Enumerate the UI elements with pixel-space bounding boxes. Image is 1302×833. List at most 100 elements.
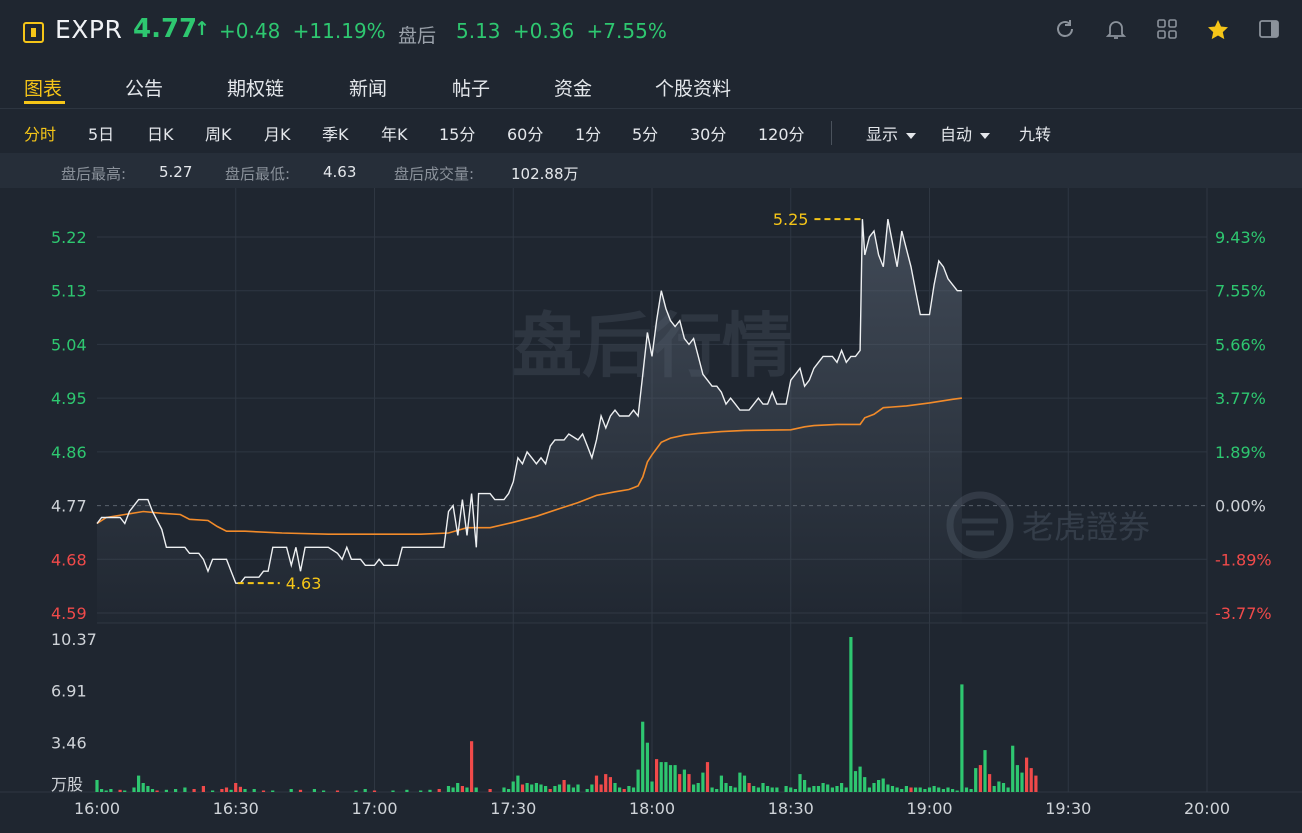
- volume-bar: [363, 789, 367, 792]
- period-1min[interactable]: 1分: [575, 125, 602, 144]
- volume-bar: [900, 789, 904, 792]
- volume-bar: [474, 787, 478, 792]
- period-15min[interactable]: 15分: [439, 125, 476, 144]
- period-120min[interactable]: 120分: [758, 125, 805, 144]
- volume-bar: [372, 790, 377, 792]
- volume-bar: [816, 786, 821, 792]
- period-5min[interactable]: 5分: [632, 125, 659, 144]
- volume-bar: [511, 781, 515, 792]
- percent-tick-label: 1.89%: [1215, 443, 1266, 462]
- bell-icon[interactable]: [1103, 18, 1129, 44]
- period-monthly[interactable]: 月K: [264, 125, 291, 144]
- tab-chart[interactable]: 图表: [24, 78, 63, 100]
- change-percent: +11.19%: [292, 19, 386, 43]
- afterhours-stats: 盘后最高: 5.27 盘后最低: 4.63 盘后成交量: 102.88万: [0, 153, 1302, 188]
- price-area: [97, 219, 962, 623]
- volume-value: 102.88万: [511, 165, 579, 183]
- y-tick-label: 4.95: [51, 389, 87, 408]
- volume-bar: [539, 784, 543, 792]
- volume-bar: [960, 684, 964, 792]
- volume-bar: [983, 750, 987, 792]
- volume-bar: [507, 789, 511, 792]
- volume-bar: [201, 786, 205, 792]
- tab-profile[interactable]: 个股资料: [655, 78, 732, 100]
- volume-bar: [618, 787, 622, 792]
- volume-bar: [733, 787, 737, 792]
- volume-bar: [544, 786, 548, 792]
- volume-bar: [456, 783, 460, 792]
- star-icon[interactable]: [1205, 18, 1231, 44]
- x-tick-label: 20:00: [1184, 799, 1230, 818]
- volume-bar: [183, 787, 187, 792]
- volume-bar: [849, 637, 853, 792]
- x-tick-label: 18:00: [629, 799, 675, 818]
- chart-canvas[interactable]: 盘后行情 老虎證券 16:00 16:30 17:00 17:30 18:00 18:30…: [0, 188, 1302, 833]
- volume-bar: [571, 787, 575, 792]
- volume-bar: [687, 774, 691, 792]
- volume-bar: [354, 790, 358, 792]
- x-tick-label: 16:00: [74, 799, 120, 818]
- volume-bar: [1015, 765, 1019, 792]
- volume-bar: [534, 783, 538, 792]
- volume-bar: [123, 790, 127, 792]
- volume-bar: [918, 787, 922, 792]
- volume-bar: [770, 787, 774, 792]
- low-value: 4.63: [323, 163, 357, 181]
- period-intraday[interactable]: 分时: [24, 125, 57, 144]
- tab-capital[interactable]: 资金: [554, 78, 593, 100]
- tab-news[interactable]: 新闻: [349, 78, 388, 100]
- volume-bar: [238, 786, 242, 792]
- volume-bar: [705, 762, 710, 792]
- volume-bar: [747, 783, 751, 792]
- volume-bar: [886, 784, 890, 792]
- display-dropdown[interactable]: 显示: [866, 121, 917, 145]
- tab-options-chain[interactable]: 期权链: [227, 78, 285, 100]
- auto-dropdown[interactable]: 自动: [940, 121, 991, 145]
- volume-bar: [992, 786, 996, 792]
- volume-bar: [872, 783, 876, 792]
- volume-bar: [525, 783, 529, 792]
- watermark-brand: 老虎證券: [1022, 508, 1150, 546]
- volume-bar: [95, 780, 99, 792]
- tab-posts[interactable]: 帖子: [452, 78, 491, 100]
- period-daily[interactable]: 日K: [147, 125, 174, 144]
- y-tick-label: 4.77: [51, 497, 87, 516]
- volume-bar: [803, 780, 807, 792]
- volume-bar: [460, 786, 464, 792]
- tab-announcements[interactable]: 公告: [125, 78, 164, 100]
- chart-annotations: 5.25 4.63: [237, 210, 861, 593]
- grid-icon[interactable]: [1154, 18, 1180, 44]
- volume-bar: [789, 787, 793, 792]
- period-60min[interactable]: 60分: [507, 125, 544, 144]
- refresh-icon[interactable]: [1052, 18, 1078, 44]
- period-yearly[interactable]: 年K: [381, 125, 408, 144]
- volume-bar: [867, 787, 871, 792]
- volume-bar: [100, 789, 104, 792]
- volume-bar: [696, 783, 700, 792]
- period-quarterly[interactable]: 季K: [322, 125, 349, 144]
- volume-bar: [650, 781, 654, 792]
- panel-icon[interactable]: [1256, 18, 1282, 44]
- afterhours-label: 盘后: [398, 25, 437, 47]
- volume-bar: [997, 781, 1001, 792]
- intraday-chart[interactable]: 盘后行情 老虎證券 16:00 16:30 17:00 17:30 18:00 18:30…: [0, 188, 1302, 833]
- period-weekly[interactable]: 周K: [205, 125, 232, 144]
- volume-bar: [224, 787, 229, 792]
- y-tick-label: 5.22: [51, 228, 87, 247]
- period-5d[interactable]: 5日: [88, 125, 115, 144]
- volume-bar: [104, 790, 108, 792]
- volume-bar: [937, 787, 941, 792]
- volume-bar: [335, 790, 340, 792]
- y-tick-label: 4.86: [51, 443, 87, 462]
- volume-bars: [95, 637, 1038, 792]
- percent-tick-label: 0.00%: [1215, 497, 1266, 516]
- volume-bar: [835, 786, 839, 792]
- nine-turn-toggle[interactable]: 九转: [1019, 125, 1052, 144]
- period-30min[interactable]: 30分: [690, 125, 727, 144]
- volume-bar: [951, 789, 955, 792]
- volume-bar: [655, 759, 659, 792]
- volume-bar: [715, 789, 719, 792]
- volume-bar: [895, 787, 899, 792]
- volume-bar: [775, 787, 779, 792]
- high-label: 盘后最高:: [61, 165, 127, 183]
